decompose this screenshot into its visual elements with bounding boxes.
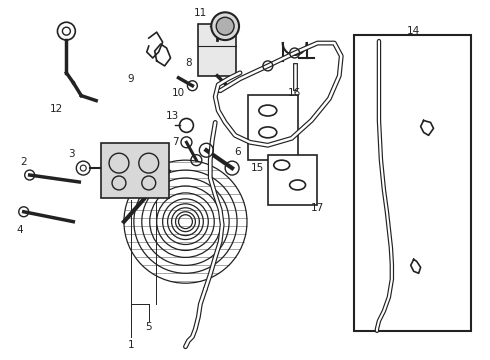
Text: 15: 15	[251, 163, 265, 173]
Text: 13: 13	[166, 112, 179, 121]
Text: 14: 14	[407, 26, 420, 36]
Text: 9: 9	[127, 74, 134, 84]
Text: 12: 12	[50, 104, 63, 113]
Text: 6: 6	[235, 147, 242, 157]
Bar	[248, 95, 297, 160]
Text: 3: 3	[68, 149, 74, 159]
Text: 17: 17	[311, 203, 324, 213]
Text: 2: 2	[21, 157, 27, 167]
Text: 1: 1	[127, 340, 134, 350]
Text: 8: 8	[185, 58, 192, 68]
Text: 11: 11	[194, 8, 207, 18]
Text: 16: 16	[288, 88, 301, 98]
Text: 10: 10	[172, 88, 185, 98]
Bar	[198, 24, 236, 76]
Bar	[101, 143, 169, 198]
Circle shape	[216, 17, 234, 35]
Text: 7: 7	[172, 137, 179, 147]
Text: 4: 4	[17, 225, 23, 235]
Bar	[354, 35, 471, 331]
Circle shape	[211, 12, 239, 40]
Bar	[268, 155, 318, 205]
Text: 5: 5	[146, 322, 152, 332]
